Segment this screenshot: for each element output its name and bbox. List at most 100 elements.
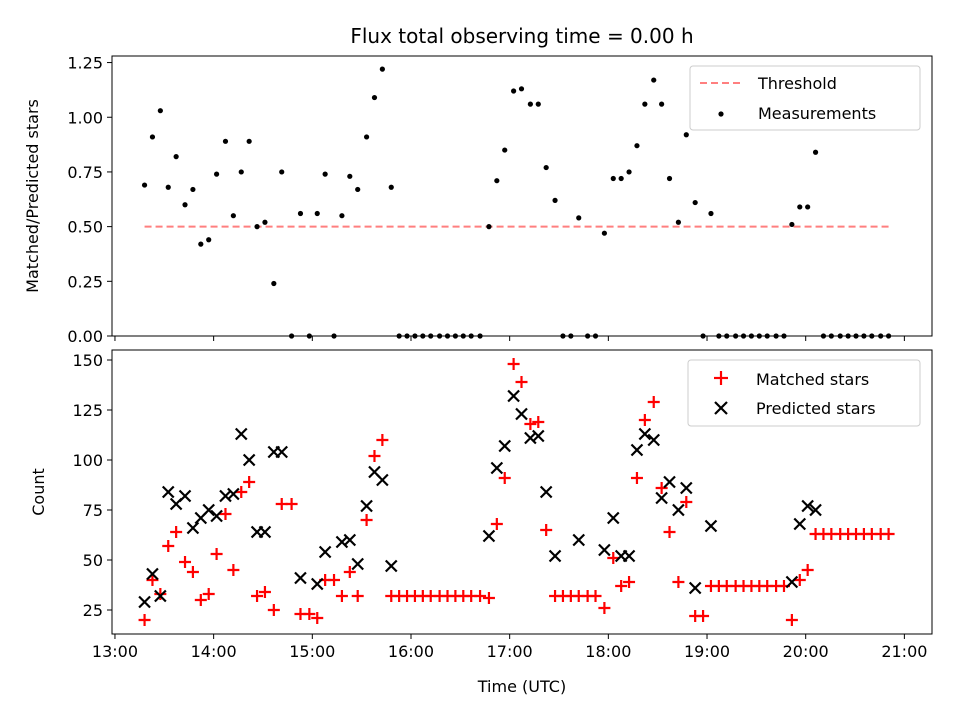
matched-stars-point (351, 590, 364, 602)
measurements-point (642, 101, 648, 107)
measurements-point (576, 215, 582, 221)
matched-stars-point (328, 574, 341, 586)
predicted-stars-point (598, 543, 611, 557)
matched-stars-point (303, 608, 316, 620)
matched-stars-point (623, 576, 636, 588)
figure-title: Flux total observing time = 0.00 h (350, 24, 693, 48)
measurements-point (271, 280, 277, 287)
matched-stars-point (267, 604, 280, 616)
matched-stars-point (663, 526, 676, 538)
predicted-stars-point (498, 439, 512, 453)
counts-legend: Matched stars Predicted stars (687, 359, 921, 427)
predicted-stars-point (227, 487, 240, 501)
measurements-point (279, 169, 285, 175)
measurements-point (297, 210, 304, 217)
measurements-point (190, 186, 196, 193)
measurements-point (626, 169, 632, 175)
counts-xtick-label: 21:00 (881, 642, 927, 661)
ratio-ytick-label: 1.00 (67, 108, 103, 127)
measurements-point (141, 182, 148, 188)
measurements-point (149, 134, 156, 140)
counts-ytick-label: 125 (72, 401, 103, 420)
measurements-point (347, 173, 353, 179)
ratio-ytick-label: 1.25 (67, 54, 103, 73)
measurements-point (494, 178, 500, 184)
measurements-legend-label: Measurements (758, 104, 876, 123)
predicted-stars-point (146, 567, 159, 581)
measurements-legend-swatch (718, 111, 724, 117)
measurements-point (812, 149, 819, 155)
measurements-point (262, 219, 268, 225)
counts-ytick-label: 100 (72, 451, 103, 470)
measurements-point (789, 221, 795, 228)
matched-stars-point (785, 614, 798, 626)
matched-stars-point (607, 552, 620, 564)
predicted-legend-label: Predicted stars (756, 399, 876, 418)
matched-stars-point (801, 564, 814, 576)
matched-stars-point (498, 472, 511, 484)
predicted-stars-point (351, 557, 364, 571)
measurements-point (651, 77, 657, 83)
measurements-point (363, 134, 370, 140)
predicted-stars-point (672, 503, 685, 517)
counts-xtick-label: 17:00 (487, 642, 533, 661)
counts-xtick-label: 19:00 (684, 642, 730, 661)
matched-stars-point (615, 580, 628, 592)
predicted-stars-point (202, 503, 215, 517)
matched-stars-point (474, 590, 487, 602)
counts-xtick-label: 13:00 (92, 642, 138, 661)
matched-stars-point (162, 540, 175, 552)
predicted-stars-point (138, 595, 151, 609)
measurements-point (355, 186, 361, 193)
matched-stars-point (170, 526, 183, 538)
measurements-point (502, 147, 508, 153)
matched-stars-point (630, 472, 643, 484)
measurements-point (708, 210, 714, 217)
predicted-stars-point (242, 453, 256, 467)
predicted-stars-point (663, 475, 676, 489)
predicted-stars-point (688, 581, 702, 595)
predicted-stars-point (572, 533, 586, 547)
predicted-stars-point (275, 445, 289, 459)
counts-ytick-label: 25 (83, 601, 103, 620)
measurements-point (230, 213, 236, 219)
measurements-point (535, 101, 541, 107)
matched-stars-point (311, 612, 324, 624)
measurements-point (379, 66, 385, 72)
matched-legend-swatch (714, 371, 728, 385)
measurements-point (238, 169, 244, 175)
matched-stars-point (638, 414, 651, 426)
measurements-point (610, 175, 616, 182)
counts-xtick-label: 16:00 (388, 642, 434, 661)
predicted-stars-point (154, 589, 167, 603)
matched-stars-point (598, 602, 611, 614)
measurements-point (675, 219, 682, 225)
measurements-point (683, 132, 689, 138)
counts-legend-box (687, 359, 921, 427)
measurements-point (182, 202, 188, 208)
matched-stars-point (655, 482, 668, 494)
counts-xtick-label: 15:00 (289, 642, 335, 661)
counts-ytick-label: 50 (83, 551, 103, 570)
measurements-point (666, 175, 673, 182)
matched-stars-point (210, 548, 223, 560)
matched-stars-point (202, 588, 215, 600)
predicted-stars-point (384, 559, 398, 573)
matched-stars-point (672, 576, 685, 588)
measurements-point (527, 101, 533, 107)
predicted-stars-point (258, 525, 272, 539)
predicted-stars-point (622, 549, 636, 563)
counts-xtick-label: 20:00 (783, 642, 829, 661)
x-axis-label: Time (UTC) (477, 677, 566, 696)
predicted-stars-point (210, 509, 223, 523)
matched-stars-point (243, 476, 256, 488)
measurements-point (314, 210, 320, 217)
matched-stars-point (376, 434, 389, 446)
ratio-axes-frame (111, 55, 933, 337)
predicted-stars-point (161, 485, 175, 499)
matched-stars-point (540, 524, 553, 536)
predicted-stars-point (318, 545, 332, 559)
matched-stars-point (258, 586, 271, 598)
ratio-ytick-label: 0.25 (67, 272, 103, 291)
